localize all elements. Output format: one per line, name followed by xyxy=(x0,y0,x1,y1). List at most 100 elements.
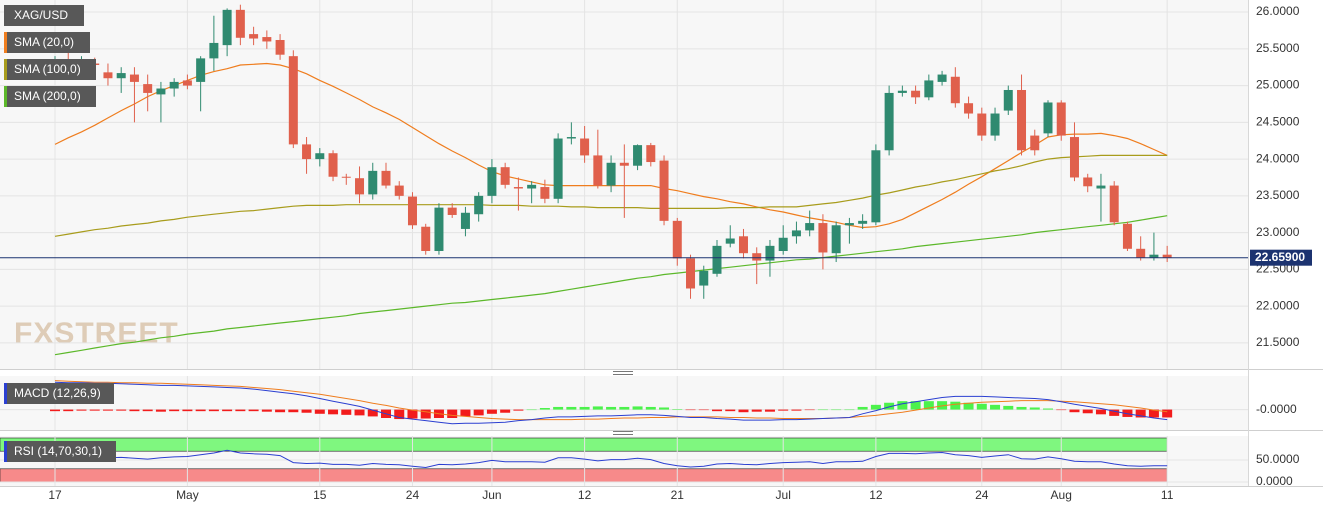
candle-body xyxy=(566,137,576,139)
candle-body xyxy=(407,196,417,226)
histogram-bar xyxy=(1135,409,1146,418)
candle-body xyxy=(368,170,378,195)
candle-body xyxy=(553,138,563,199)
histogram-bar xyxy=(1095,409,1106,415)
candle-body xyxy=(593,155,603,186)
histogram-bar xyxy=(990,404,1001,410)
candle-body xyxy=(394,185,404,196)
histogram-bar xyxy=(195,409,206,412)
resize-grip[interactable] xyxy=(613,431,633,435)
candle-body xyxy=(1149,254,1159,258)
histogram-bar xyxy=(672,409,683,410)
candle-body xyxy=(1136,248,1146,258)
candle-body xyxy=(911,90,921,98)
candle-body xyxy=(765,245,775,261)
candle-body xyxy=(196,58,206,82)
candle-body xyxy=(540,187,550,199)
histogram-bar xyxy=(553,406,564,410)
candle-body xyxy=(884,92,894,151)
candle-body xyxy=(262,37,272,42)
histogram-bar xyxy=(102,409,113,411)
histogram-bar xyxy=(288,409,299,413)
histogram-bar xyxy=(235,409,246,412)
candle-body xyxy=(209,42,219,59)
sma-line xyxy=(54,215,1168,356)
histogram-bar xyxy=(63,409,74,412)
legend-label: XAG/USD xyxy=(14,8,68,22)
histogram-bar xyxy=(791,409,802,411)
candle-body xyxy=(858,220,868,224)
candle-body xyxy=(659,160,669,221)
histogram-bar xyxy=(500,409,511,413)
candle-body xyxy=(447,207,457,215)
histogram-bar xyxy=(129,409,140,412)
y-tick-label: 24.5000 xyxy=(1256,115,1300,129)
candle-body xyxy=(129,74,139,82)
x-tick-label: 24 xyxy=(975,488,989,502)
histogram-bar xyxy=(275,409,286,413)
candle-body xyxy=(487,167,497,196)
candle-body xyxy=(421,226,431,251)
candle-body xyxy=(752,253,762,261)
candle-body xyxy=(633,145,643,166)
histogram-bar xyxy=(857,406,868,410)
candle-body xyxy=(686,258,696,289)
histogram-bar xyxy=(579,406,590,410)
sma-line xyxy=(54,154,1168,237)
histogram-bar xyxy=(778,409,789,411)
histogram-bar xyxy=(606,406,617,410)
last-price-label: 22.65900 xyxy=(1255,250,1305,264)
histogram-bar xyxy=(712,409,722,412)
candle-body xyxy=(355,178,365,195)
histogram-bar xyxy=(645,406,656,410)
candle-body xyxy=(580,138,590,156)
candle-body xyxy=(778,237,788,251)
resize-grip[interactable] xyxy=(613,371,633,375)
candle-body xyxy=(619,162,629,166)
y-tick-label: 22.0000 xyxy=(1256,298,1300,312)
histogram-bar xyxy=(751,409,762,412)
candle-body xyxy=(302,144,312,160)
candle-body xyxy=(606,162,616,186)
histogram-bar xyxy=(169,409,180,412)
histogram-bar xyxy=(817,409,828,411)
legend-box xyxy=(4,383,114,404)
y-tick-label: 23.0000 xyxy=(1256,225,1300,239)
candle-body xyxy=(964,103,974,114)
histogram-bar xyxy=(1069,409,1080,413)
histogram-bar xyxy=(486,409,497,414)
candle-body xyxy=(474,195,484,215)
histogram-bar xyxy=(844,409,855,411)
candle-body xyxy=(381,170,391,186)
histogram-bar xyxy=(367,409,378,417)
candle-body xyxy=(712,245,722,274)
histogram-bar xyxy=(473,409,484,416)
candle-body xyxy=(831,225,841,254)
candle-body xyxy=(341,176,351,178)
histogram-bar xyxy=(1148,409,1159,418)
legend-label: RSI (14,70,30,1) xyxy=(14,444,102,458)
histogram-bar xyxy=(394,409,405,420)
histogram-bar xyxy=(1016,406,1027,410)
histogram-bar xyxy=(632,406,643,410)
histogram-bar xyxy=(738,409,749,413)
histogram-bar xyxy=(884,402,895,410)
signal-line xyxy=(54,380,1168,421)
histogram-bar xyxy=(831,409,842,411)
histogram-bar xyxy=(619,406,630,410)
y-tick-label: 0.0000 xyxy=(1256,474,1293,488)
candle-body xyxy=(1096,185,1106,189)
candle-body xyxy=(513,187,523,189)
histogram-bar xyxy=(155,409,166,412)
candle-body xyxy=(500,167,510,185)
candle-body xyxy=(275,39,285,55)
candle-body xyxy=(1030,135,1040,151)
legend-swatch xyxy=(4,86,7,107)
histogram-bar xyxy=(659,407,670,410)
x-tick-label: Aug xyxy=(1051,488,1072,502)
y-tick-label: -0.0000 xyxy=(1256,402,1297,416)
candle-body xyxy=(235,9,245,38)
candle-body xyxy=(805,223,815,231)
candle-body xyxy=(156,88,166,95)
